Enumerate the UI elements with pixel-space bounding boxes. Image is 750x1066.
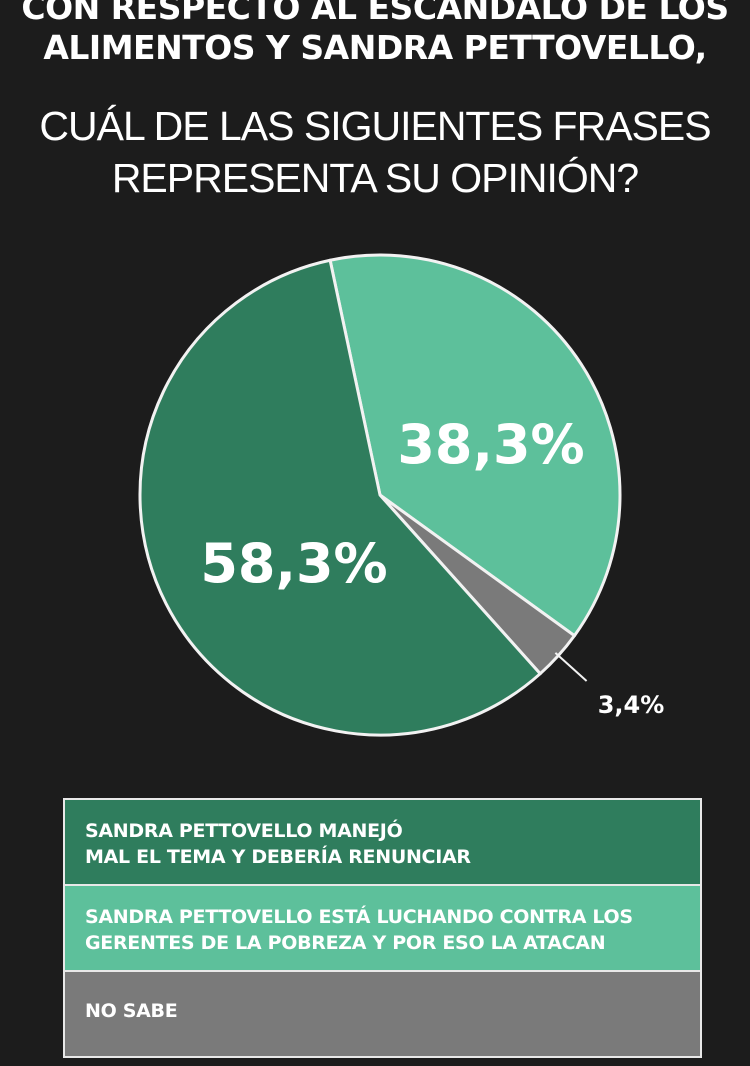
legend-item-renunciar-line-1: SANDRA PETTOVELLO MANEJÓ xyxy=(85,820,403,842)
chart-subtitle: CUÁL DE LAS SIGUIENTES FRASES REPRESENTA… xyxy=(0,100,750,204)
title-line-2: ALIMENTOS Y SANDRA PETTOVELLO, xyxy=(43,28,707,67)
legend-item-renunciar-line-2: MAL EL TEMA Y DEBERÍA RENUNCIAR xyxy=(85,846,471,868)
label-no-sabe: 3,4% xyxy=(598,691,665,719)
title-line-1: CON RESPECTO AL ESCÁNDALO DE LOS xyxy=(21,0,729,27)
subtitle-line-1: CUÁL DE LAS SIGUIENTES FRASES xyxy=(39,103,711,149)
label-renunciar: 58,3% xyxy=(200,532,387,595)
legend-item-renunciar: SANDRA PETTOVELLO MANEJÓ MAL EL TEMA Y D… xyxy=(65,800,700,886)
slice-luchando xyxy=(328,253,622,638)
leader-line-no-sabe xyxy=(554,652,588,682)
legend-item-luchando: SANDRA PETTOVELLO ESTÁ LUCHANDO CONTRA L… xyxy=(65,886,700,972)
legend-item-no-sabe: NO SABE xyxy=(65,972,700,1056)
pie-chart: 58,3%38,3% 3,4% xyxy=(138,253,665,737)
legend-item-luchando-line-1: SANDRA PETTOVELLO ESTÁ LUCHANDO CONTRA L… xyxy=(85,906,633,928)
legend-item-luchando-line-2: GERENTES DE LA POBREZA Y POR ESO LA ATAC… xyxy=(85,932,606,954)
slice-renunciar xyxy=(138,258,542,737)
subtitle-line-2: REPRESENTA SU OPINIÓN? xyxy=(111,155,639,201)
legend-item-no-sabe-line-1: NO SABE xyxy=(85,1000,178,1022)
legend: SANDRA PETTOVELLO MANEJÓ MAL EL TEMA Y D… xyxy=(63,798,702,1058)
chart-title: CON RESPECTO AL ESCÁNDALO DE LOS ALIMENT… xyxy=(0,0,750,68)
label-luchando: 38,3% xyxy=(397,413,584,476)
